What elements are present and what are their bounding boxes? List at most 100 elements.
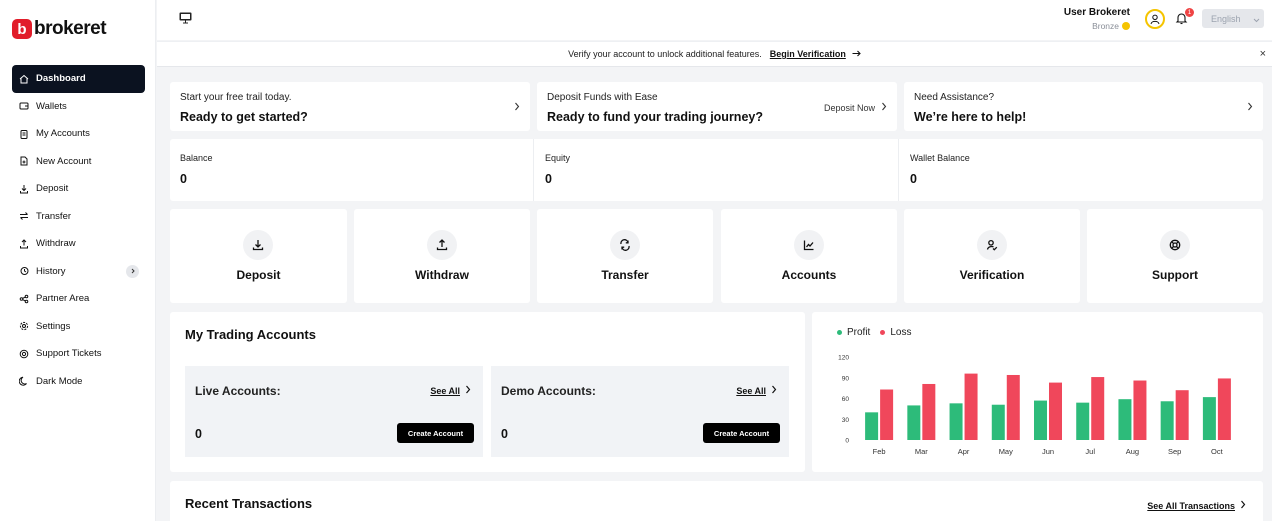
chevron-down-icon <box>1253 15 1260 25</box>
action-accounts[interactable]: Accounts <box>721 209 897 303</box>
bar-loss-aug[interactable] <box>1133 380 1147 440</box>
see-all-transactions-link[interactable]: See All Transactions <box>1147 500 1246 511</box>
language-value: English <box>1211 13 1241 24</box>
close-icon[interactable]: × <box>1259 48 1266 60</box>
live-see-all-link[interactable]: See All <box>430 385 471 396</box>
action-deposit[interactable]: Deposit <box>170 209 347 303</box>
arrow-right-icon[interactable] <box>852 49 861 59</box>
bar-loss-apr[interactable] <box>964 373 978 440</box>
create-demo-account-button[interactable]: Create Account <box>703 423 780 443</box>
sidebar-item-settings[interactable]: Settings <box>12 313 145 341</box>
bar-loss-jun[interactable] <box>1049 382 1062 440</box>
stats-card: Balance 0 Equity 0 Wallet Balance 0 <box>170 139 1263 201</box>
sidebar-item-label: Settings <box>36 320 71 332</box>
user-info[interactable]: User Brokeret Bronze <box>1064 7 1130 31</box>
action-verification[interactable]: Verification <box>904 209 1080 303</box>
sidebar-item-dashboard[interactable]: Dashboard <box>12 65 145 93</box>
action-withdraw[interactable]: Withdraw <box>354 209 530 303</box>
sidebar-item-support-tickets[interactable]: Support Tickets <box>12 340 145 368</box>
app-switch-icon[interactable] <box>179 12 192 24</box>
sidebar-item-new-account[interactable]: New Account <box>12 148 145 176</box>
download-icon <box>243 230 273 260</box>
y-tick-label: 0 <box>845 438 849 445</box>
action-label: Support <box>1152 268 1198 282</box>
transfer-icon <box>610 230 640 260</box>
bar-loss-mar[interactable] <box>922 383 936 440</box>
stat-value: 0 <box>180 172 187 186</box>
promo-title: Ready to get started? <box>180 110 308 124</box>
sidebar-item-my-accounts[interactable]: My Accounts <box>12 120 145 148</box>
sidebar-item-partner-area[interactable]: Partner Area <box>12 285 145 313</box>
promo-card-deposit[interactable]: Deposit Funds with Ease Ready to fund yo… <box>537 82 897 131</box>
share-icon <box>19 294 29 304</box>
gear-icon <box>19 321 29 331</box>
clipboard-icon <box>19 129 29 139</box>
logo-mark: b <box>12 19 32 39</box>
create-live-account-button[interactable]: Create Account <box>397 423 474 443</box>
bar-loss-oct[interactable] <box>1217 378 1231 440</box>
promo-action[interactable] <box>1247 102 1253 113</box>
action-support[interactable]: Support <box>1087 209 1263 303</box>
sidebar-item-withdraw[interactable]: Withdraw <box>12 230 145 258</box>
bar-loss-feb[interactable] <box>880 389 894 440</box>
legend-item-profit[interactable]: Profit <box>837 327 870 338</box>
demo-see-all-link[interactable]: See All <box>736 385 777 396</box>
user-check-icon <box>977 230 1007 260</box>
promo-subtitle: Need Assistance? <box>914 92 995 103</box>
x-tick-label: Aug <box>1126 447 1139 456</box>
live-accounts-count: 0 <box>195 427 202 441</box>
legend-item-loss[interactable]: Loss <box>880 327 911 338</box>
bar-profit-jul[interactable] <box>1076 402 1090 440</box>
bar-profit-aug[interactable] <box>1118 399 1132 440</box>
action-label: Verification <box>959 268 1025 282</box>
section-title: Recent Transactions <box>185 496 313 511</box>
bar-profit-feb[interactable] <box>865 412 879 440</box>
sidebar-item-label: History <box>36 265 66 277</box>
live-accounts-box: Live Accounts: See All 0 Create Account <box>185 366 483 457</box>
chevron-right-icon <box>465 385 471 396</box>
stat-wallet-balance: Wallet Balance 0 <box>900 139 1263 201</box>
promo-card-trial[interactable]: Start your free trail today. Ready to ge… <box>170 82 530 131</box>
x-tick-label: Oct <box>1211 447 1224 456</box>
bar-loss-jul[interactable] <box>1091 377 1105 440</box>
bar-profit-jun[interactable] <box>1034 400 1047 440</box>
promo-card-assistance[interactable]: Need Assistance? We’re here to help! <box>904 82 1263 131</box>
sidebar-item-wallets[interactable]: Wallets <box>12 93 145 121</box>
sidebar-item-transfer[interactable]: Transfer <box>12 203 145 231</box>
bar-profit-oct[interactable] <box>1202 397 1216 440</box>
action-transfer[interactable]: Transfer <box>537 209 713 303</box>
bar-loss-may[interactable] <box>1006 374 1020 440</box>
bell-icon[interactable] <box>1175 11 1188 25</box>
chevron-right-icon[interactable] <box>126 264 139 278</box>
sidebar-item-label: My Accounts <box>36 128 90 140</box>
bar-loss-sep[interactable] <box>1175 390 1189 440</box>
bar-profit-mar[interactable] <box>907 405 921 440</box>
brand-logo[interactable]: b brokeret <box>12 18 107 40</box>
trading-accounts-card: My Trading Accounts Live Accounts: See A… <box>170 312 805 472</box>
deposit-now-link[interactable]: Deposit Now <box>824 102 887 113</box>
chevron-right-icon <box>1240 500 1246 511</box>
avatar[interactable] <box>1145 9 1165 29</box>
stat-value: 0 <box>545 172 552 186</box>
promo-action[interactable] <box>514 102 520 113</box>
sidebar-item-label: Deposit <box>36 183 69 195</box>
sidebar-item-history[interactable]: History <box>12 258 145 286</box>
sidebar-item-dark-mode[interactable]: Dark Mode <box>12 368 145 396</box>
bar-profit-may[interactable] <box>991 404 1005 440</box>
bar-profit-sep[interactable] <box>1160 401 1174 440</box>
x-tick-label: Mar <box>915 447 928 456</box>
language-select[interactable]: English <box>1202 9 1264 28</box>
notification-badge: 1 <box>1185 8 1194 17</box>
chevron-right-icon <box>1247 102 1253 113</box>
x-tick-label: Sep <box>1168 447 1181 456</box>
sidebar-item-label: Dashboard <box>36 73 86 85</box>
sidebar-item-label: Wallets <box>36 100 67 112</box>
chart-legend: Profit Loss <box>837 327 911 338</box>
sidebar-item-deposit[interactable]: Deposit <box>12 175 145 203</box>
x-tick-label: Feb <box>873 447 886 456</box>
y-tick-label: 120 <box>838 355 849 362</box>
stat-equity: Equity 0 <box>535 139 899 201</box>
begin-verification-link[interactable]: Begin Verification <box>769 49 846 59</box>
bar-profit-apr[interactable] <box>949 403 963 440</box>
sidebar-item-label: Withdraw <box>36 238 76 250</box>
